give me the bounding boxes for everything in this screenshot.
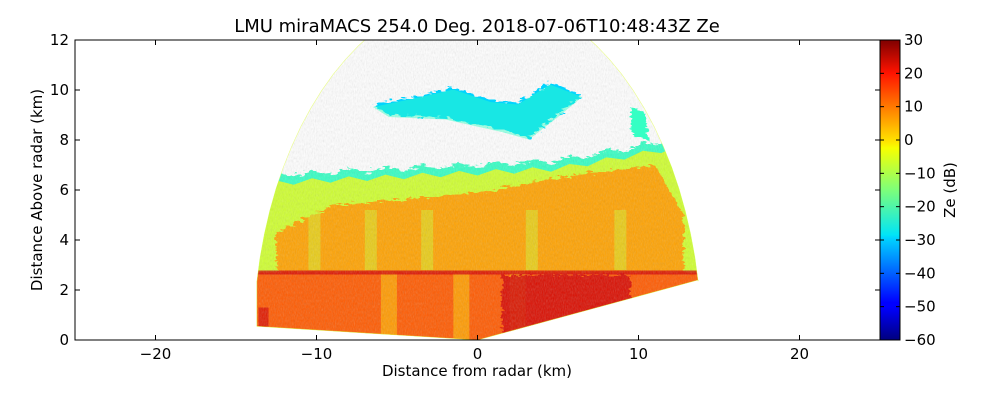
- x-tick-label: 20: [790, 345, 809, 363]
- y-axis-label: Distance Above radar (km): [28, 89, 46, 291]
- colorbar-tick-label: 0: [904, 131, 914, 149]
- radar-sector: [256, 40, 699, 340]
- colorbar-tick-label: −20: [904, 198, 936, 216]
- colorbar-tick-label: 20: [904, 64, 923, 82]
- y-tick-label: 0: [59, 331, 69, 349]
- colorbar-ticks: 30 20 10 0 −10 −20 −30 −40 −50 −60: [880, 31, 936, 349]
- upper-cloud: [372, 82, 583, 138]
- y-axis: 0 2 4 6 8 10 12: [50, 31, 880, 349]
- y-tick-label: 8: [59, 131, 69, 149]
- x-axis-label: Distance from radar (km): [382, 362, 572, 380]
- colorbar-tick-label: 30: [904, 31, 923, 49]
- y-tick-label: 12: [50, 31, 69, 49]
- x-tick-label: −20: [140, 345, 172, 363]
- colorbar-tick-label: −40: [904, 264, 936, 282]
- x-tick-label: −10: [301, 345, 333, 363]
- y-tick-label: 4: [59, 231, 69, 249]
- y-tick-label: 6: [59, 181, 69, 199]
- colorbar-tick-label: −30: [904, 231, 936, 249]
- sector-outline: [256, 40, 699, 340]
- colorbar-label: Ze (dB): [941, 162, 959, 218]
- x-tick-label: 10: [629, 345, 648, 363]
- radar-reflectivity-image: [256, 40, 699, 340]
- y-tick-label: 2: [59, 281, 69, 299]
- colorbar-tick-label: −10: [904, 164, 936, 182]
- upper-cloud-fragment: [630, 107, 649, 140]
- chart-title: LMU miraMACS 254.0 Deg. 2018-07-06T10:48…: [234, 16, 720, 37]
- colorbar: [879, 39, 901, 341]
- x-axis: −20 −10 0 10 20: [140, 40, 809, 363]
- x-tick-label: 0: [473, 345, 483, 363]
- y-tick-label: 10: [50, 81, 69, 99]
- colorbar-tick-label: −50: [904, 298, 936, 316]
- texture-grain: [256, 40, 699, 340]
- colorbar-tick-label: −60: [904, 331, 936, 349]
- colorbar-tick-label: 10: [904, 98, 923, 116]
- upper-cloud-inner: [372, 84, 583, 140]
